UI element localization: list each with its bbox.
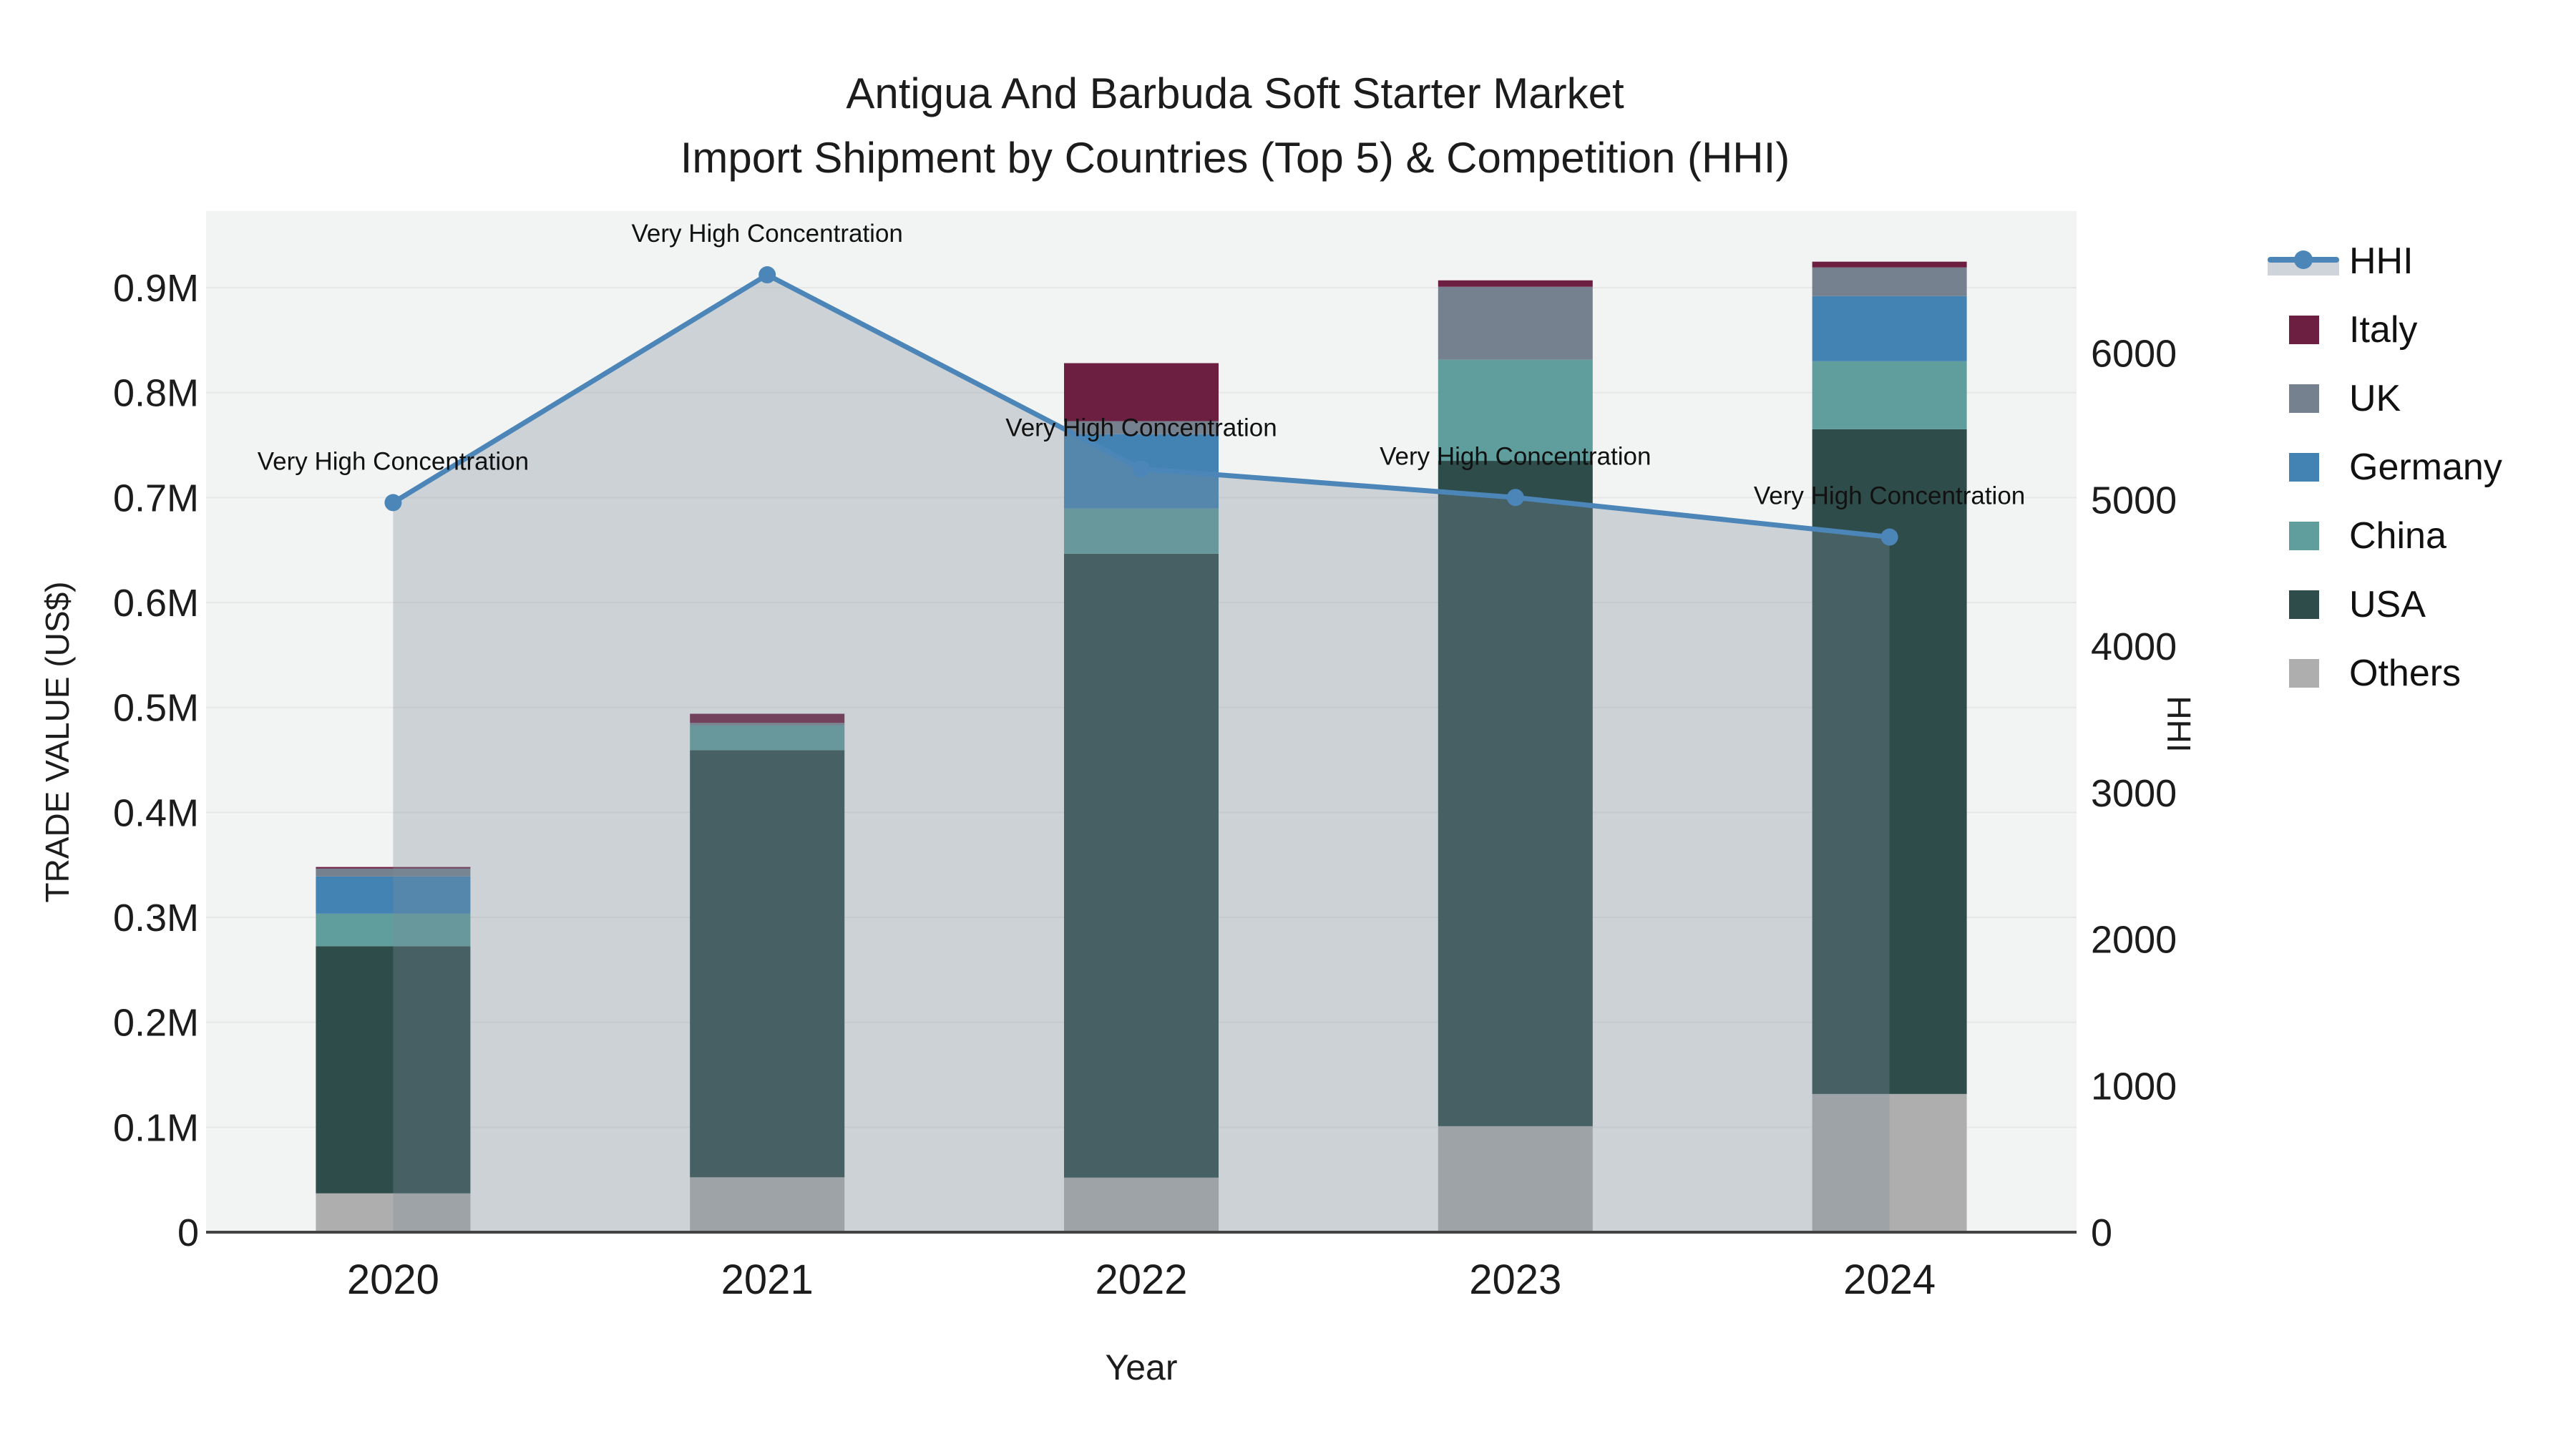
y-right-tick-label: 2000 [2091, 919, 2177, 962]
legend-item-others[interactable]: Others [2258, 639, 2502, 708]
hhi-marker-2020 [384, 494, 402, 512]
y-right-tick-label: 1000 [2091, 1065, 2177, 1108]
annotation-2024: Very High Concentration [1754, 482, 2025, 510]
legend-item-italy[interactable]: Italy [2258, 296, 2502, 364]
legend-label: HHI [2349, 240, 2414, 282]
bar-segment-germany-2020 [316, 876, 471, 914]
legend-label: Italy [2349, 309, 2418, 351]
legend-swatch-icon [2289, 384, 2319, 413]
y-right-tick-label: 3000 [2091, 772, 2177, 815]
legend-swatch-icon [2289, 659, 2319, 688]
hhi-marker-2022 [1133, 460, 1150, 478]
bar-segment-china-2024 [1812, 361, 1967, 429]
legend-label: Others [2349, 653, 2462, 694]
y-left-tick-label: 0.4M [113, 791, 199, 834]
legend-label: USA [2349, 584, 2426, 625]
annotation-2022: Very High Concentration [1005, 414, 1277, 441]
hhi-line-legend-icon [2268, 247, 2339, 275]
bar-segment-usa-2021 [690, 750, 845, 1178]
y-right-tick-label: 4000 [2091, 625, 2177, 668]
y-axis-title-right: HHI [2160, 696, 2197, 753]
y-left-tick-label: 0.1M [113, 1106, 199, 1149]
bar-segment-china-2022 [1064, 508, 1219, 554]
annotation-2021: Very High Concentration [632, 220, 903, 248]
legend-item-china[interactable]: China [2258, 502, 2502, 570]
legend-label: China [2349, 515, 2446, 557]
y-left-tick-label: 0.3M [113, 897, 199, 940]
bar-segment-italy-2021 [690, 713, 845, 723]
x-tick-label-2021: 2021 [721, 1257, 814, 1303]
bar-segment-uk-2020 [316, 868, 471, 877]
hhi-area-fill [393, 275, 1890, 1232]
bar-segment-uk-2023 [1438, 286, 1593, 360]
bar-segment-others-2022 [1064, 1177, 1219, 1232]
x-axis-title: Year [1105, 1347, 1178, 1387]
bar-segment-uk-2022 [1064, 421, 1219, 434]
y-left-tick-label: 0.6M [113, 582, 199, 625]
bar-segment-usa-2023 [1438, 461, 1593, 1126]
y-right-tick-label: 5000 [2091, 479, 2177, 522]
legend-swatch-icon [2289, 316, 2319, 344]
hhi-marker-2021 [758, 266, 776, 284]
bar-segment-usa-2020 [316, 946, 471, 1194]
bar-segment-uk-2021 [690, 723, 845, 726]
x-tick-label-2022: 2022 [1095, 1257, 1187, 1303]
bar-segment-italy-2020 [316, 867, 471, 869]
y-left-tick-label: 0.9M [113, 267, 199, 310]
legend-swatch-icon [2289, 453, 2319, 482]
x-tick-label-2020: 2020 [347, 1257, 439, 1303]
y-left-tick-label: 0.7M [113, 477, 199, 519]
legend-item-hhi[interactable]: HHI [2258, 227, 2502, 296]
legend-item-germany[interactable]: Germany [2258, 433, 2502, 502]
y-right-tick-label: 0 [2091, 1211, 2112, 1254]
legend-label: Germany [2349, 447, 2502, 488]
x-tick-label-2023: 2023 [1469, 1257, 1561, 1303]
y-left-tick-label: 0.5M [113, 687, 199, 730]
bar-segment-usa-2022 [1064, 553, 1219, 1178]
y-axis-title-left: TRADE VALUE (US$) [39, 581, 76, 903]
bar-segment-others-2020 [316, 1193, 471, 1232]
chart-title: Antigua And Barbuda Soft Starter Market [846, 69, 1624, 117]
bar-segment-china-2021 [690, 725, 845, 751]
bar-segment-china-2020 [316, 913, 471, 947]
annotation-2020: Very High Concentration [258, 447, 529, 475]
bar-segment-italy-2022 [1064, 363, 1219, 421]
bar-segment-italy-2024 [1812, 261, 1967, 268]
legend-item-uk[interactable]: UK [2258, 364, 2502, 433]
hhi-marker-2024 [1880, 528, 1898, 546]
legend-swatch-icon [2289, 590, 2319, 619]
bar-segment-others-2023 [1438, 1126, 1593, 1232]
chart-subtitle: Import Shipment by Countries (Top 5) & C… [680, 134, 1790, 182]
legend-swatch-icon [2289, 522, 2319, 550]
legend: HHI Italy UK Germany China USA Others [2258, 227, 2502, 708]
y-left-tick-label: 0 [177, 1211, 199, 1254]
legend-label: UK [2349, 378, 2401, 419]
bar-segment-germany-2024 [1812, 296, 1967, 361]
bar-segment-italy-2023 [1438, 280, 1593, 287]
bar-segment-others-2024 [1812, 1093, 1967, 1232]
legend-item-usa[interactable]: USA [2258, 570, 2502, 639]
y-right-tick-label: 6000 [2091, 333, 2177, 376]
x-tick-label-2024: 2024 [1843, 1257, 1936, 1303]
y-left-tick-label: 0.8M [113, 372, 199, 415]
y-left-tick-label: 0.2M [113, 1002, 199, 1045]
bar-segment-china-2023 [1438, 359, 1593, 462]
hhi-marker-2023 [1506, 489, 1524, 507]
bar-segment-others-2021 [690, 1177, 845, 1232]
bar-segment-uk-2024 [1812, 267, 1967, 296]
annotation-2023: Very High Concentration [1380, 442, 1651, 470]
